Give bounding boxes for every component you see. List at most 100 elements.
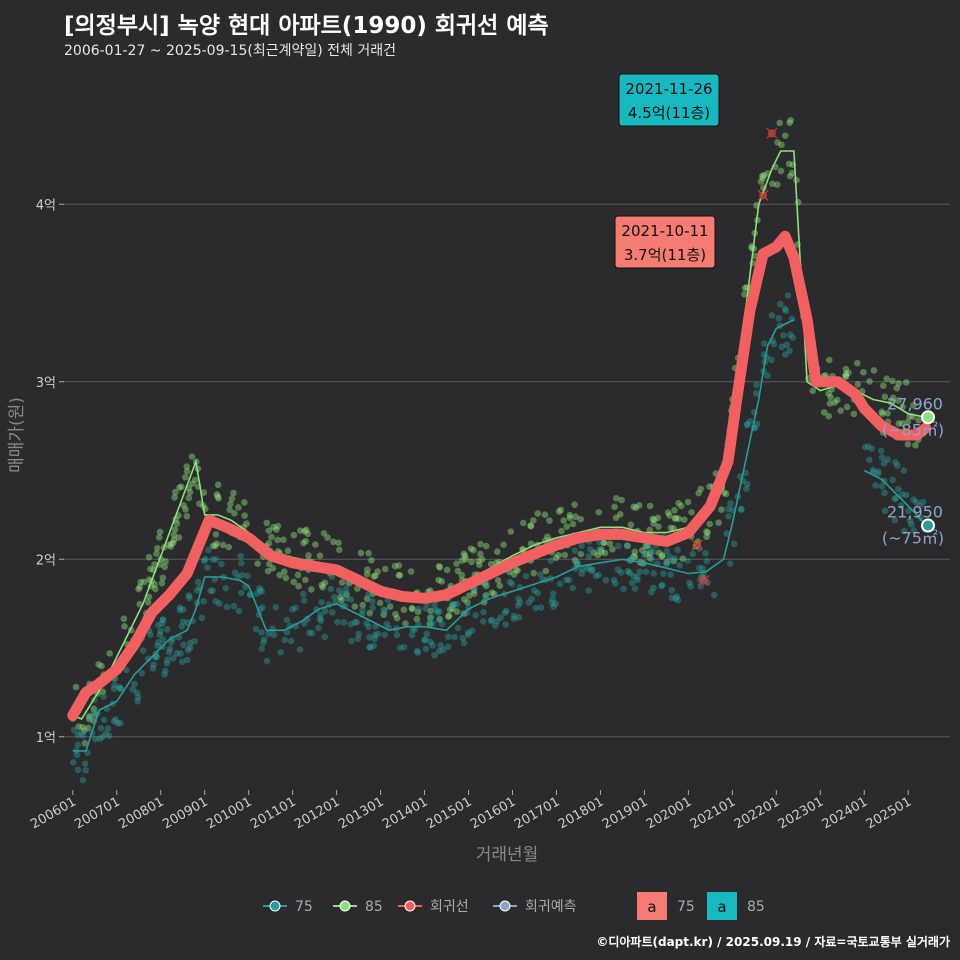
scatter-point-85 [254, 560, 261, 568]
scatter-point-75 [699, 565, 706, 572]
scatter-point-85 [156, 528, 164, 536]
scatter-point-75 [296, 646, 304, 653]
scatter-point-75 [571, 547, 579, 554]
scatter-point-75 [90, 709, 98, 716]
scatter-point-85 [449, 601, 457, 609]
scatter-point-75 [877, 447, 885, 455]
scatter-point-85 [787, 116, 795, 124]
scatter-point-85 [842, 372, 849, 380]
axes: 1억2억3억4억20060120070120080120090120100120… [7, 198, 914, 865]
scatter-point-85 [189, 480, 196, 487]
scatter-point-85 [363, 595, 371, 603]
scatter-point-85 [477, 540, 484, 548]
scatter-point-75 [725, 512, 732, 520]
scatter-point-85 [318, 581, 326, 589]
scatter-point-85 [219, 541, 227, 549]
scatter-point-85 [883, 375, 890, 383]
scatter-point-85 [560, 517, 567, 524]
scatter-point-75 [908, 521, 915, 528]
scatter-point-75 [515, 595, 522, 603]
scatter-point-75 [493, 618, 501, 625]
scatter-point-85 [631, 553, 639, 561]
scatter-point-75 [185, 592, 193, 599]
scatter-point-75 [438, 620, 446, 628]
scatter-point-75 [252, 625, 260, 633]
scatter-point-85 [704, 529, 712, 536]
scatter-point-75 [434, 609, 442, 616]
scatter-point-75 [238, 571, 246, 579]
scatter-point-75 [74, 731, 82, 739]
scatter-point-75 [435, 608, 443, 615]
scatter-point-85 [826, 356, 833, 364]
scatter-point-85 [898, 420, 906, 427]
scatter-point-75 [650, 584, 657, 592]
scatter-point-75 [703, 557, 711, 565]
scatter-point-85 [655, 549, 663, 557]
scatter-point-85 [408, 604, 416, 612]
x-tick-label: 201701 [512, 794, 562, 832]
scatter-point-75 [676, 562, 683, 569]
scatter-point-75 [347, 620, 355, 628]
x-tick-label: 200901 [160, 794, 210, 832]
scatter-point-75 [880, 460, 888, 467]
scatter-point-85 [178, 483, 185, 490]
scatter-point-75 [615, 542, 622, 550]
scatter-point-85 [180, 502, 187, 509]
scatter-point-85 [436, 564, 444, 571]
scatter-point-75 [506, 578, 514, 586]
x-tick-label: 202301 [776, 794, 826, 832]
scatter-point-75 [301, 620, 308, 627]
scatter-point-85 [884, 410, 891, 417]
scatter-point-85 [324, 534, 331, 541]
scatter-point-85 [99, 688, 107, 695]
scatter-point-85 [760, 171, 768, 179]
scatter-point-75 [910, 496, 917, 503]
scatter-point-85 [831, 399, 838, 406]
scatter-point-85 [183, 512, 191, 520]
scatter-point-75 [335, 587, 343, 594]
scatter-point-75 [516, 598, 524, 606]
scatter-point-75 [176, 606, 184, 614]
scatter-point-75 [668, 594, 676, 602]
scatter-point-75 [82, 766, 90, 774]
x-tick-label: 201501 [424, 794, 474, 832]
scatter-point-75 [667, 571, 674, 578]
scatter-point-85 [468, 558, 475, 566]
scatter-point-75 [165, 648, 173, 656]
scatter-point-85 [870, 367, 878, 374]
scatter-point-75 [743, 485, 750, 492]
scatter-point-85 [338, 596, 345, 604]
scatter-point-75 [510, 612, 518, 620]
scatter-point-85 [395, 562, 403, 569]
scatter-point-75 [878, 483, 886, 490]
scatter-point-75 [450, 601, 458, 608]
scatter-point-85 [788, 169, 796, 177]
scatter-point-85 [265, 560, 273, 568]
scatter-point-75 [663, 561, 670, 569]
scatter-point-85 [370, 573, 378, 580]
scatter-point-75 [426, 619, 434, 627]
scatter-point-85 [837, 407, 844, 415]
y-tick-label: 2억 [36, 553, 56, 568]
scatter-point-75 [365, 591, 372, 598]
scatter-point-75 [104, 725, 112, 732]
scatter-point-85 [243, 520, 250, 527]
scatter-point-75 [874, 468, 882, 475]
scatter-point-75 [396, 644, 404, 652]
scatter-point-75 [179, 618, 187, 626]
scatter-point-75 [216, 600, 223, 607]
scatter-point-75 [129, 686, 137, 693]
scatter-point-75 [537, 604, 545, 611]
chart-title: [의정부시] 녹양 현대 아파트(1990) 회귀선 예측 [64, 13, 549, 39]
scatter-point-85 [274, 536, 281, 544]
scatter-point-75 [200, 557, 208, 565]
scatter-point-75 [300, 590, 307, 598]
scatter-point-85 [655, 523, 662, 531]
scatter-point-75 [281, 636, 288, 644]
scatter-point-85 [860, 368, 867, 376]
scatter-point-75 [648, 588, 655, 596]
scatter-point-85 [854, 381, 862, 388]
scatter-point-85 [181, 473, 189, 481]
scatter-point-85 [786, 172, 794, 180]
